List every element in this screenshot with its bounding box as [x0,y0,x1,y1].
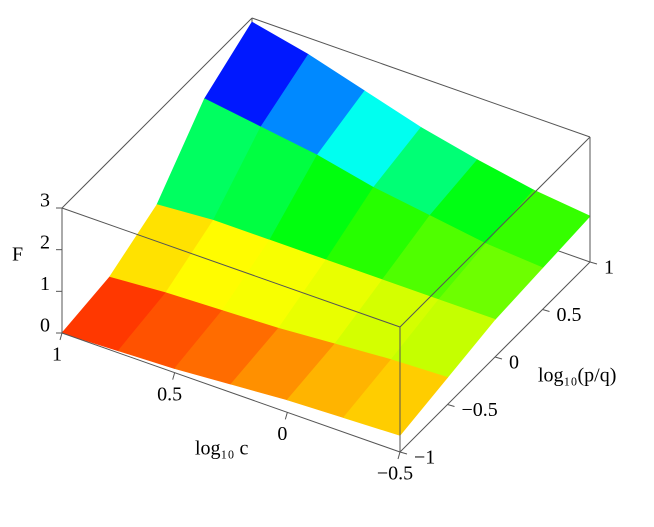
y-tick [542,309,550,312]
y-axis-label: log₁₀(p/q) [538,365,616,387]
z-tick-label: 0 [40,315,50,337]
box-edge [399,136,591,328]
y-tick-label: 0.5 [557,304,582,326]
box-edge [61,207,401,328]
y-tick [447,404,455,407]
y-tick-label: −1 [414,447,435,469]
x-tick-label: 0 [277,423,287,445]
x-tick-label: −0.5 [377,463,413,485]
y-tick-label: −0.5 [462,399,498,421]
x-tick [59,332,63,341]
y-tick [589,261,598,265]
z-tick-label: 2 [40,231,50,253]
box-edge [251,17,591,138]
x-axis-label: log₁₀ c [195,438,249,460]
box-edge [61,332,401,453]
y-tick [494,356,503,360]
z-axis-label: F [12,244,23,266]
y-tick-label: 1 [604,257,614,279]
x-tick [284,412,288,420]
y-tick [399,451,408,455]
surface-patch [342,359,449,436]
x-tick [397,451,401,460]
x-tick-label: 1 [52,344,62,366]
z-tick-label: 3 [40,190,50,212]
box-edge [61,17,253,209]
y-tick-label: 0 [509,352,519,374]
x-tick [172,372,176,380]
x-tick-label: 0.5 [157,383,182,405]
z-tick-label: 1 [40,273,50,295]
